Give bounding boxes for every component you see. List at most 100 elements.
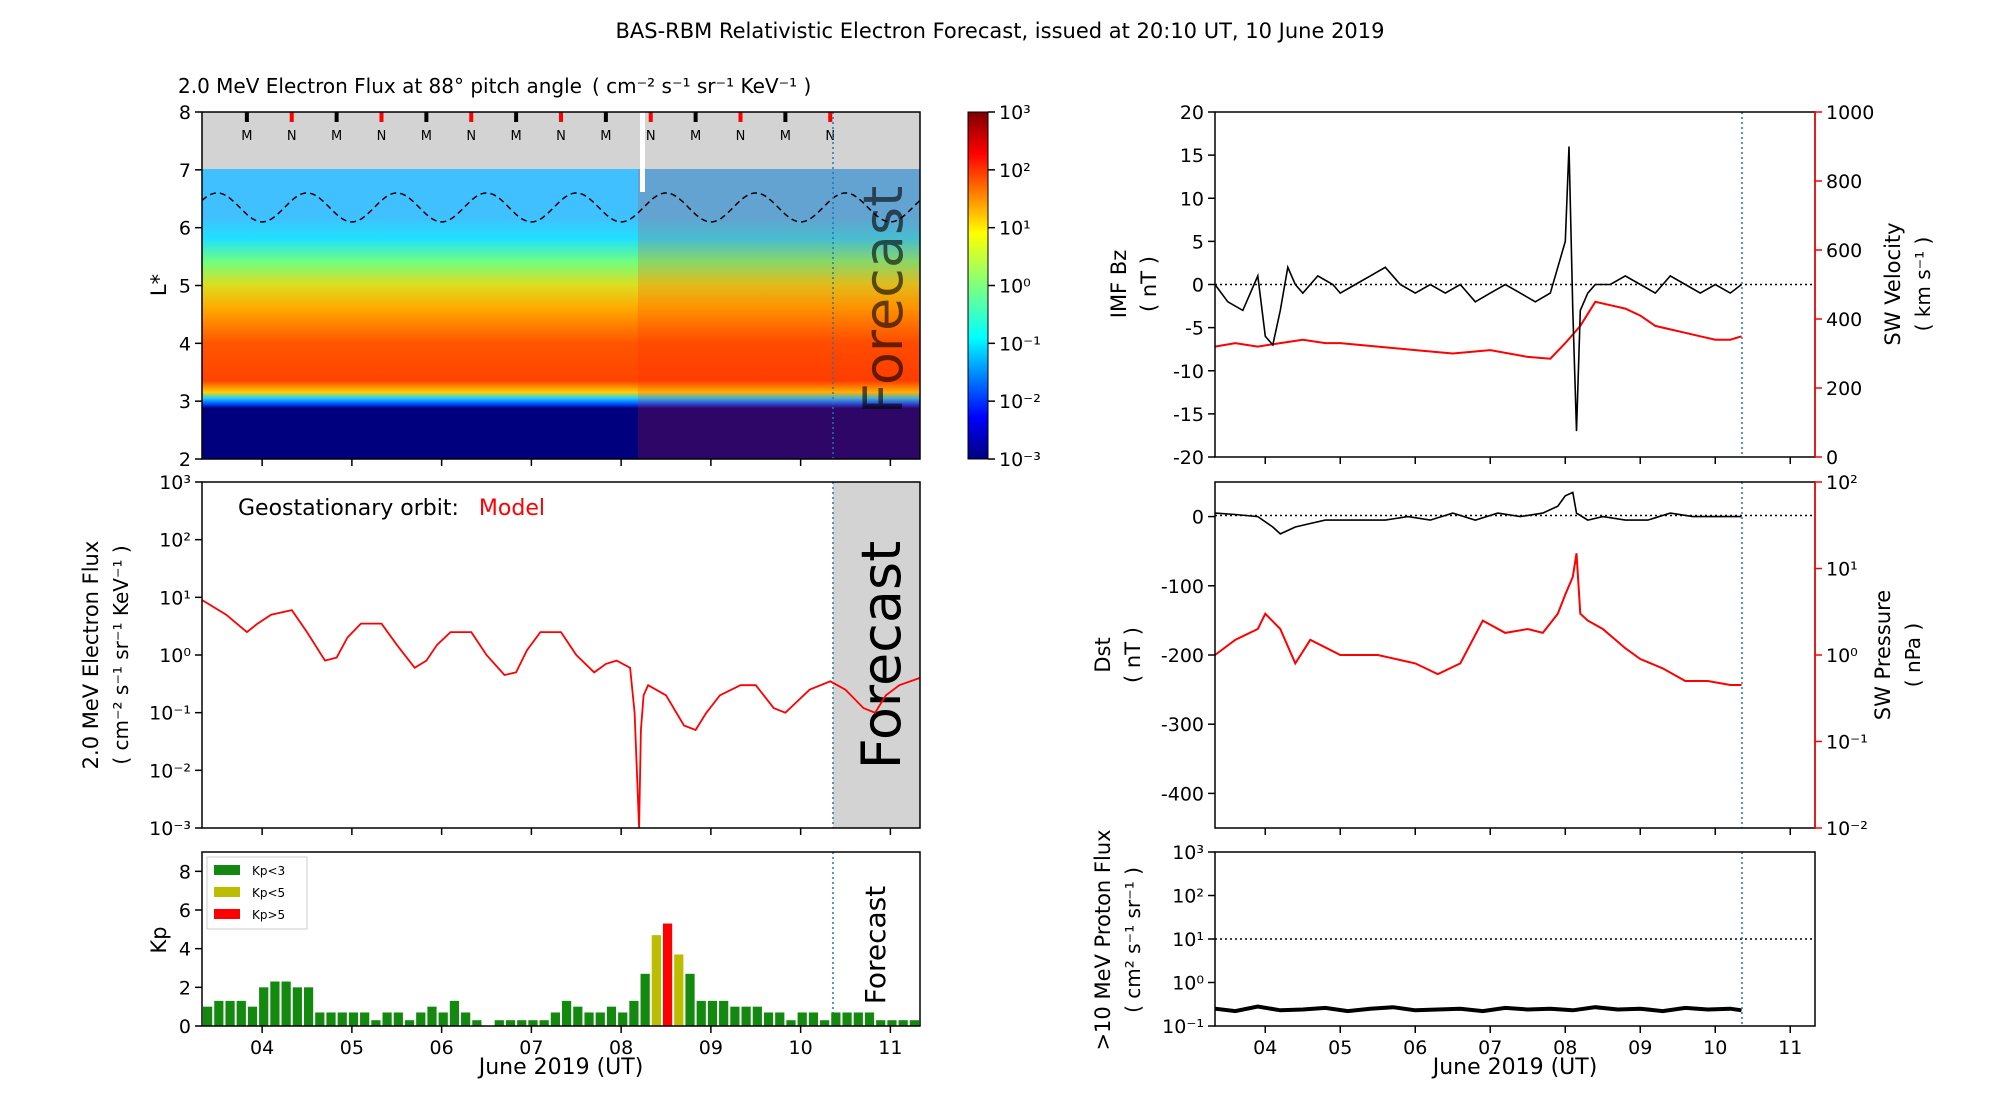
mn-mark-label: N bbox=[736, 129, 746, 144]
geo-flux-ylabel: 2.0 MeV Electron Flux bbox=[79, 541, 103, 770]
flux-map-ytick-label: 3 bbox=[179, 391, 191, 413]
kp-bar bbox=[629, 1000, 639, 1026]
imf-ytick-label: -15 bbox=[1173, 404, 1204, 426]
kp-xtick-label: 11 bbox=[878, 1037, 902, 1059]
colorbar-tick-label: 10³ bbox=[999, 102, 1031, 124]
sw-velocity-ytick-label: 600 bbox=[1826, 240, 1862, 262]
kp-legend: Kp<3 Kp<5 Kp>5 bbox=[206, 856, 308, 930]
geo-flux-ytick-label: 10³ bbox=[159, 472, 191, 494]
kp-bar bbox=[203, 1006, 213, 1026]
imf-ytick-label: -5 bbox=[1185, 318, 1204, 340]
kp-bar bbox=[595, 1012, 605, 1026]
kp-ylabel: Kp bbox=[147, 926, 171, 953]
geo-flux-ylabel-units: ( cm⁻² s⁻¹ sr⁻¹ KeV⁻¹ ) bbox=[109, 545, 133, 764]
dst-ylabel-units: ( nT ) bbox=[1121, 627, 1145, 683]
kp-bar bbox=[685, 973, 695, 1026]
proton-y-ticks: 10⁻¹ 10⁰ 10¹ 10² 10³ bbox=[1162, 842, 1215, 1038]
mn-mark-label: M bbox=[690, 129, 701, 144]
colorbar bbox=[967, 111, 989, 460]
flux-map-ylabel: L* bbox=[147, 274, 171, 296]
kp-bar bbox=[842, 1012, 852, 1026]
kp-bar bbox=[696, 1000, 706, 1026]
kp-bar bbox=[707, 1000, 718, 1026]
kp-bar bbox=[393, 1012, 403, 1026]
flux-map-ytick-label: 8 bbox=[179, 102, 191, 124]
mn-mark-label: N bbox=[377, 129, 387, 144]
sw-velocity-ytick-label: 200 bbox=[1826, 378, 1862, 400]
imf-ytick-label: 15 bbox=[1180, 145, 1204, 167]
mn-mark-label: M bbox=[780, 129, 791, 144]
kp-bar bbox=[236, 1000, 246, 1026]
kp-bars bbox=[203, 923, 919, 1026]
geo-flux-ytick-label: 10⁻¹ bbox=[149, 703, 191, 725]
kp-bar bbox=[337, 1012, 347, 1026]
kp-bar bbox=[786, 1020, 796, 1026]
dst-ytick-label: 0 bbox=[1192, 507, 1204, 529]
kp-legend-swatch-high bbox=[214, 909, 240, 919]
dst-ytick-label: -100 bbox=[1161, 576, 1204, 598]
kp-x-ticks: 04 05 06 07 08 09 10 11 bbox=[250, 1026, 902, 1059]
kp-bar bbox=[539, 1020, 549, 1026]
mn-mark-label: M bbox=[331, 129, 342, 144]
kp-bar bbox=[898, 1020, 908, 1026]
flux-map-ytick-label: 2 bbox=[179, 449, 191, 471]
imf-ytick-label: 5 bbox=[1192, 231, 1204, 253]
geo-flux-forecast-label: Forecast bbox=[850, 541, 913, 770]
proton-xtick-label: 05 bbox=[1328, 1037, 1352, 1059]
imf-ylabel-units: ( nT ) bbox=[1137, 256, 1161, 312]
kp-legend-swatch-mid bbox=[214, 887, 240, 897]
sw-pressure-ytick-label: 10² bbox=[1826, 472, 1858, 494]
proton-flux-line bbox=[1214, 1004, 1742, 1014]
mn-mark-label: N bbox=[287, 129, 297, 144]
dst-ytick-label: -200 bbox=[1161, 645, 1204, 667]
proton-xtick-label: 06 bbox=[1403, 1037, 1427, 1059]
kp-bar bbox=[550, 1012, 560, 1026]
sw-velocity-ytick-label: 0 bbox=[1826, 447, 1838, 469]
imf-ytick-label: -10 bbox=[1173, 361, 1204, 383]
sw-velocity-ytick-label: 400 bbox=[1826, 309, 1862, 331]
mn-mark-label: N bbox=[466, 129, 476, 144]
kp-bar bbox=[517, 1020, 527, 1026]
flux-map-ytick-label: 7 bbox=[179, 160, 191, 182]
mn-mark-label: N bbox=[556, 129, 566, 144]
proton-xlabel: June 2019 (UT) bbox=[1431, 1055, 1598, 1080]
kp-frame bbox=[201, 851, 921, 1027]
colorbar-tick-label: 10⁻¹ bbox=[999, 333, 1041, 355]
kp-bar bbox=[281, 981, 291, 1026]
sw-pressure-ylabel-units: ( nPa ) bbox=[1901, 623, 1925, 687]
kp-bar bbox=[562, 1000, 572, 1026]
kp-bar bbox=[775, 1012, 785, 1026]
flux-map-heatmap bbox=[202, 169, 920, 459]
panel-geo-flux: Forecast Geostationary orbit: Model 10⁻³1… bbox=[79, 472, 921, 840]
sw-velocity-ylabel-units: ( km s⁻¹ ) bbox=[1911, 237, 1935, 332]
flux-map-title: 2.0 MeV Electron Flux at 88° pitch angle… bbox=[178, 74, 811, 98]
imf-y-ticks: -20 -15 -10 -5 0 5 10 15 20 bbox=[1173, 102, 1215, 469]
flux-map-ytick-label: 4 bbox=[179, 333, 191, 355]
geo-flux-forecast-shade bbox=[833, 482, 920, 828]
kp-bar bbox=[438, 1012, 448, 1026]
panel-imf-sw: -20 -15 -10 -5 0 5 10 15 20 0 200 400 600 800 1000 IM… bbox=[1107, 102, 1935, 469]
geo-flux-ytick-label: 10¹ bbox=[159, 587, 191, 609]
flux-map-ytick-label: 6 bbox=[179, 218, 191, 240]
kp-ytick-label: 4 bbox=[179, 939, 191, 961]
kp-legend-low: Kp<3 bbox=[252, 864, 285, 878]
imf-ylabel: IMF Bz bbox=[1107, 250, 1131, 319]
kp-bar bbox=[270, 981, 280, 1026]
kp-bar bbox=[719, 1000, 729, 1026]
kp-bar bbox=[797, 1012, 807, 1026]
kp-bar bbox=[808, 1012, 819, 1026]
dst-ytick-label: -400 bbox=[1161, 783, 1204, 805]
geo-flux-frame bbox=[201, 481, 921, 829]
mn-mark-label: M bbox=[241, 129, 252, 144]
kp-bar bbox=[449, 1000, 460, 1026]
kp-xtick-label: 10 bbox=[789, 1037, 813, 1059]
kp-xtick-label: 05 bbox=[340, 1037, 364, 1059]
kp-xtick-label: 09 bbox=[699, 1037, 723, 1059]
kp-bar bbox=[573, 1006, 583, 1026]
kp-bar bbox=[247, 1006, 258, 1026]
sw-pressure-ytick-label: 10⁻² bbox=[1826, 818, 1868, 840]
colorbar-tick-label: 10⁻² bbox=[999, 391, 1041, 413]
sw-pressure-ytick-label: 10⁻¹ bbox=[1826, 732, 1868, 754]
